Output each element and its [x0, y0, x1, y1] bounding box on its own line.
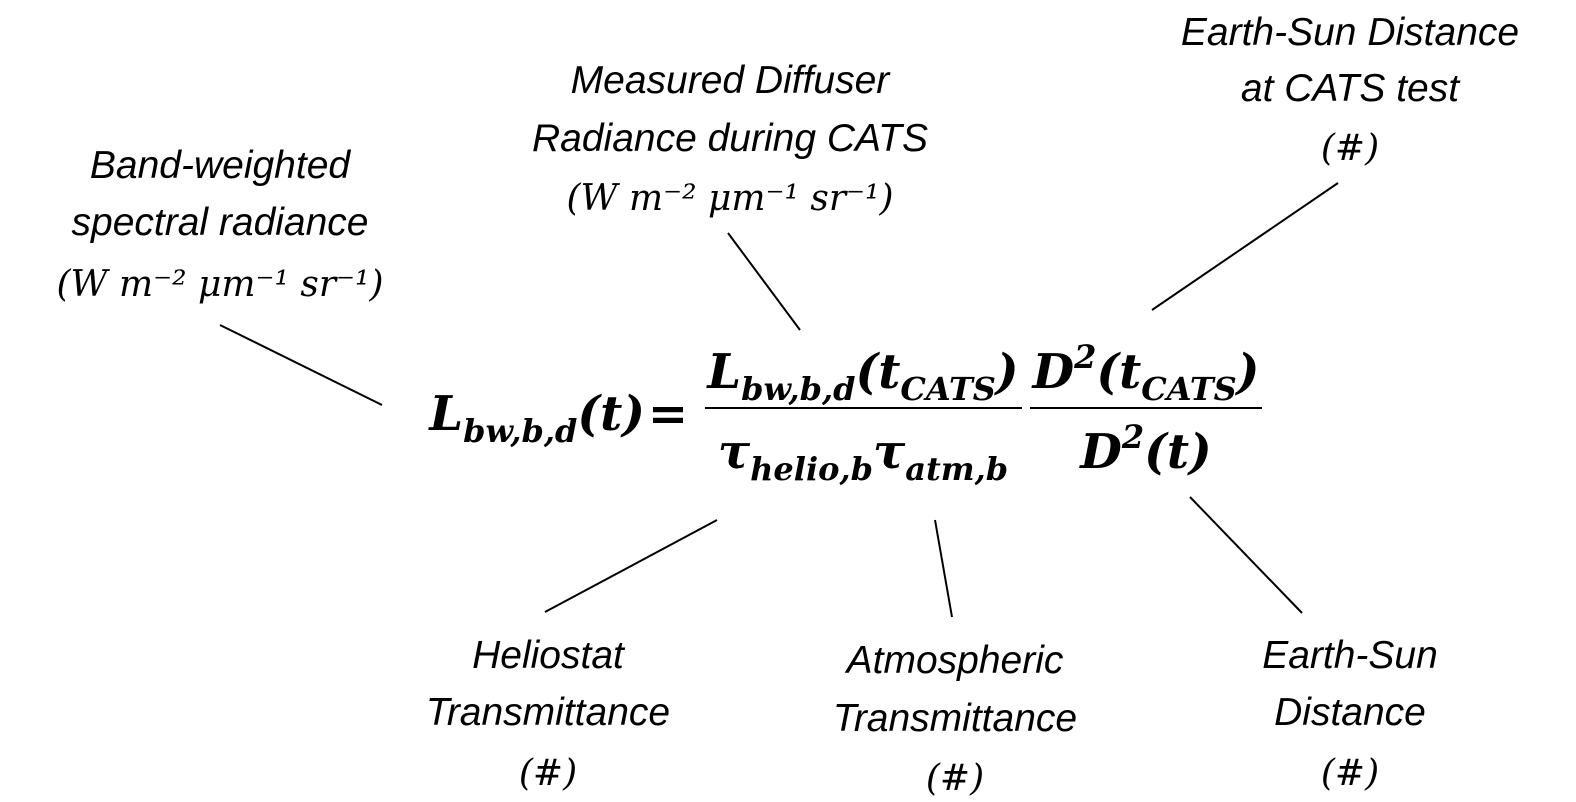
- equation-part: Lbw,b,d(t): [427, 386, 645, 450]
- annotation-line: Radiance during CATS: [532, 117, 928, 160]
- equation-token: D: [1078, 424, 1122, 480]
- annotation-line: Band-weighted: [90, 144, 351, 187]
- annotation-line: at CATS test: [1241, 67, 1461, 110]
- annotation-line: Earth-Sun Distance: [1181, 11, 1519, 54]
- equation-token: D: [1031, 344, 1075, 400]
- annotation-line: Earth-Sun: [1262, 634, 1438, 677]
- leader-line: [727, 232, 801, 331]
- leader-line: [1151, 182, 1339, 311]
- annotation-unit: (W m⁻² μm⁻¹ sr⁻¹): [56, 264, 383, 305]
- equation-token: ): [994, 344, 1019, 400]
- equation-token: L: [427, 386, 463, 442]
- leader-line: [219, 324, 383, 406]
- annotation-line: Transmittance: [426, 691, 670, 734]
- equation-token: 2: [1121, 418, 1144, 456]
- equation-token: bw,b,d: [463, 412, 577, 450]
- equation-token: 2: [1073, 338, 1096, 376]
- annotation-line: Heliostat: [472, 634, 626, 677]
- annotation-line: Distance: [1274, 691, 1426, 734]
- annotation-unit: (#): [519, 753, 577, 794]
- annotation-line: Transmittance: [833, 697, 1077, 740]
- equation-token: bw,b,d: [741, 370, 855, 408]
- equation-part: Lbw,b,d(tCATS): [705, 344, 1018, 408]
- annotation-unit: (#): [1321, 753, 1379, 794]
- equation-part: τhelio,bτatm,b: [718, 424, 1008, 488]
- equation-token: τ: [873, 424, 906, 480]
- annotation-line: Atmospheric: [845, 639, 1064, 682]
- equation-token: L: [705, 344, 741, 400]
- equation-token: (t): [577, 386, 645, 442]
- equation-token: (t: [1096, 344, 1141, 400]
- annotation-unit: (W m⁻² μm⁻¹ sr⁻¹): [566, 178, 893, 219]
- equals-sign: =: [648, 386, 688, 442]
- equation-token: (t): [1144, 424, 1212, 480]
- equation-token: (t: [856, 344, 901, 400]
- annotation-line: spectral radiance: [72, 201, 369, 244]
- equation-part: D2(tCATS): [1031, 338, 1260, 408]
- equation-token: helio,b: [750, 450, 873, 488]
- annotation-line: Measured Diffuser: [571, 59, 892, 102]
- annotation-unit: (#): [1321, 128, 1379, 169]
- equation-part: D2(t): [1078, 418, 1211, 480]
- equation-token: τ: [718, 424, 751, 480]
- annotation-unit: (#): [926, 758, 984, 799]
- equation-token: CATS: [900, 370, 995, 408]
- equation-token: ): [1235, 344, 1260, 400]
- equation-token: atm,b: [905, 450, 1008, 488]
- leader-line: [934, 519, 953, 618]
- equation-token: CATS: [1141, 370, 1236, 408]
- leader-line: [1189, 496, 1303, 614]
- leader-line: [544, 519, 718, 613]
